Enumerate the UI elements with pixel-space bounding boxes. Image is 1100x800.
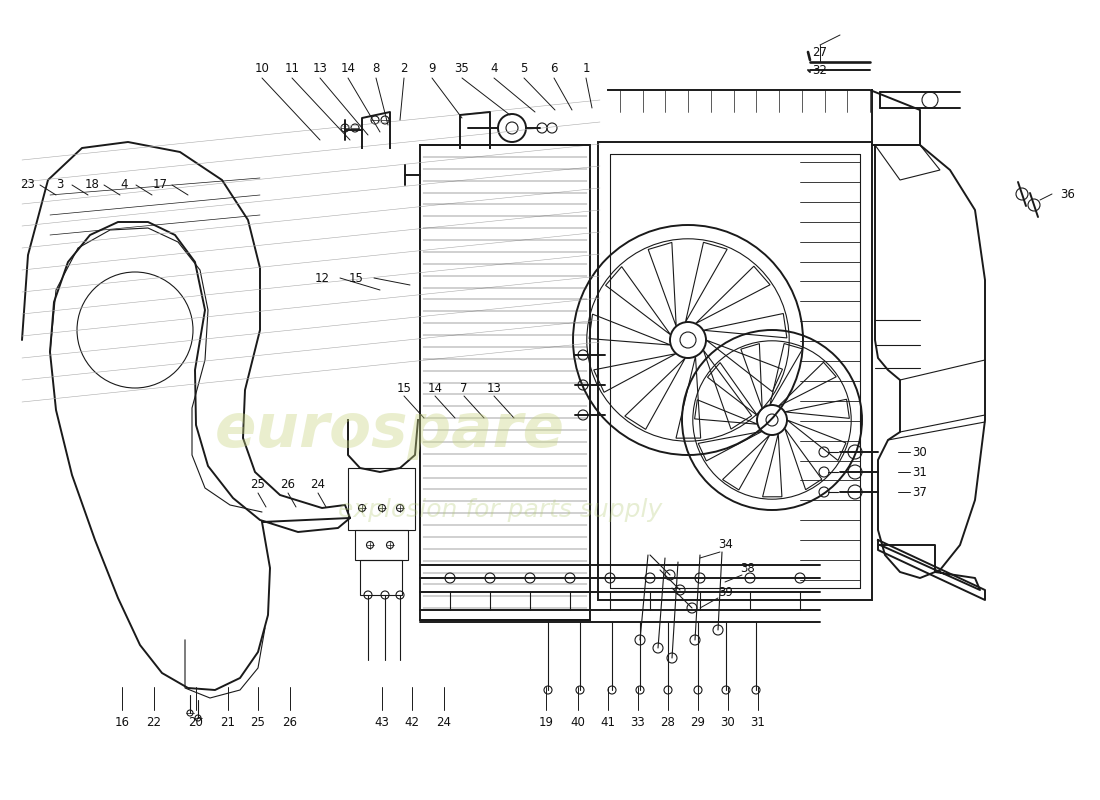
Text: 5: 5	[520, 62, 528, 74]
Text: 39: 39	[718, 586, 734, 598]
Text: 24: 24	[437, 715, 451, 729]
Text: 12: 12	[315, 271, 330, 285]
Text: 23: 23	[21, 178, 35, 191]
Text: 24: 24	[310, 478, 326, 491]
Text: 14: 14	[428, 382, 442, 394]
Text: 21: 21	[220, 715, 235, 729]
Text: 25: 25	[251, 478, 265, 491]
Text: 43: 43	[375, 715, 389, 729]
Text: 1: 1	[582, 62, 590, 74]
Text: eurospare: eurospare	[214, 401, 565, 459]
Text: 13: 13	[312, 62, 328, 74]
Text: 30: 30	[720, 715, 736, 729]
Text: 9: 9	[428, 62, 436, 74]
Text: 7: 7	[460, 382, 467, 394]
Text: 15: 15	[397, 382, 411, 394]
Text: 33: 33	[630, 715, 646, 729]
Text: 31: 31	[750, 715, 766, 729]
Text: 30: 30	[912, 446, 926, 458]
Text: 17: 17	[153, 178, 167, 191]
Text: 34: 34	[718, 538, 734, 550]
Text: 37: 37	[912, 486, 927, 498]
Text: 29: 29	[691, 715, 705, 729]
Text: explosion for parts supply: explosion for parts supply	[338, 498, 662, 522]
Text: 4: 4	[120, 178, 128, 191]
Text: 14: 14	[341, 62, 355, 74]
Text: 27: 27	[813, 46, 827, 58]
Text: 18: 18	[85, 178, 99, 191]
Text: 19: 19	[539, 715, 553, 729]
Text: 6: 6	[550, 62, 558, 74]
Text: 41: 41	[601, 715, 616, 729]
Text: 13: 13	[486, 382, 502, 394]
Text: 15: 15	[349, 271, 363, 285]
Text: 25: 25	[251, 715, 265, 729]
Text: 2: 2	[400, 62, 408, 74]
Text: 38: 38	[740, 562, 756, 574]
Text: 32: 32	[813, 63, 827, 77]
Text: 16: 16	[114, 715, 130, 729]
Text: 26: 26	[283, 715, 297, 729]
Text: 31: 31	[912, 466, 927, 478]
Text: 22: 22	[146, 715, 162, 729]
Text: 40: 40	[571, 715, 585, 729]
Text: 26: 26	[280, 478, 296, 491]
Text: 42: 42	[405, 715, 419, 729]
Text: 10: 10	[254, 62, 270, 74]
Text: 11: 11	[285, 62, 299, 74]
Text: 28: 28	[661, 715, 675, 729]
Text: 3: 3	[56, 178, 64, 191]
Text: 36: 36	[1060, 187, 1075, 201]
Text: 8: 8	[372, 62, 379, 74]
Text: 4: 4	[491, 62, 497, 74]
Text: 20: 20	[188, 715, 204, 729]
Text: 35: 35	[454, 62, 470, 74]
